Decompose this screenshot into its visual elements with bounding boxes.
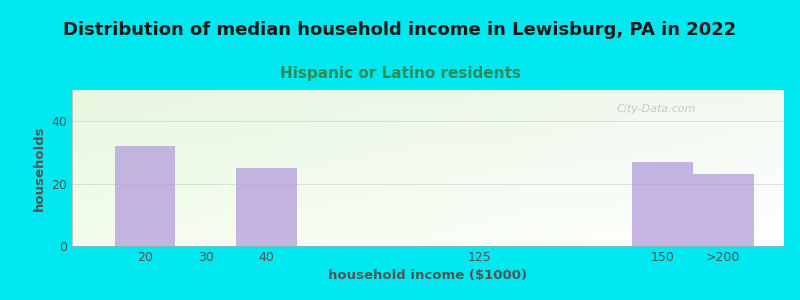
X-axis label: household income ($1000): household income ($1000) — [329, 269, 527, 282]
Text: Distribution of median household income in Lewisburg, PA in 2022: Distribution of median household income … — [63, 21, 737, 39]
Text: Hispanic or Latino residents: Hispanic or Latino residents — [279, 66, 521, 81]
Bar — [236, 168, 297, 246]
Y-axis label: households: households — [33, 125, 46, 211]
Bar — [693, 174, 754, 246]
Text: City-Data.com: City-Data.com — [616, 104, 695, 114]
Bar — [114, 146, 175, 246]
Bar — [632, 162, 693, 246]
